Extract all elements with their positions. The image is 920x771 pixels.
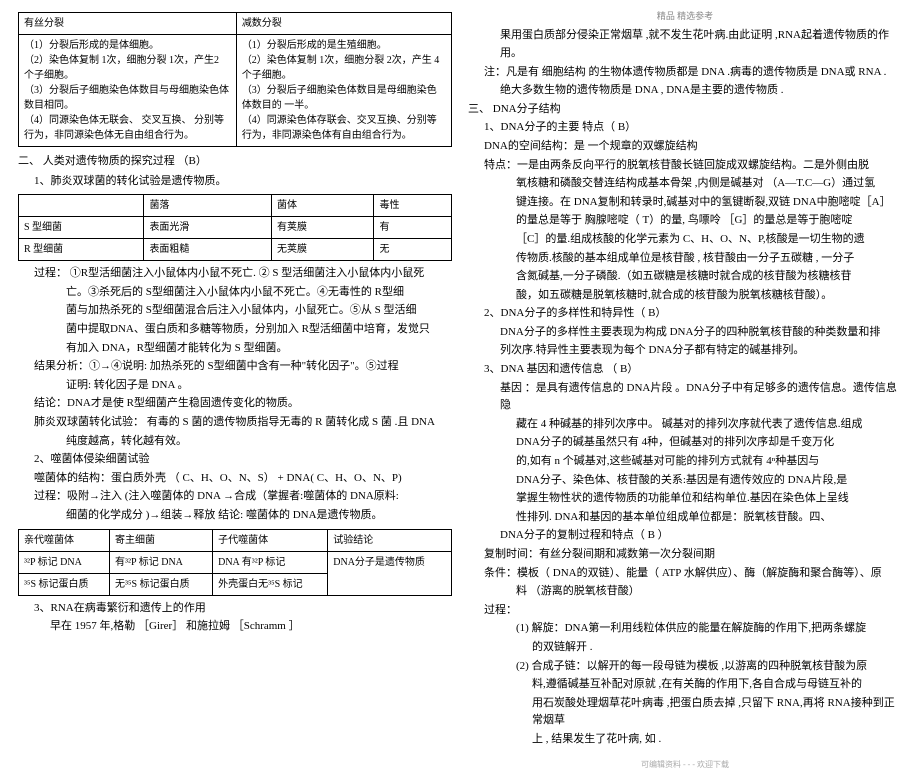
- feat-3: 键连接。在 DNA复制和转录时,碱基对中的氢键断裂,双链 DNA中胞嘧啶［A］: [468, 194, 902, 212]
- lbl-r1c1: 无³⁵S 标记蛋白质: [110, 573, 213, 595]
- item-3-2: 2、DNA分子的多样性和特异性（ B）: [468, 305, 902, 323]
- lbl-r0c2: DNA 有³²P 标记: [213, 551, 328, 573]
- bact-r0c2: 有荚膜: [271, 217, 374, 239]
- lbl-h2: 子代噬菌体: [213, 529, 328, 551]
- gene-7: 性排列. DNA和基因的基本单位组成单位都是：脱氧核苷酸。四、: [468, 509, 902, 527]
- bact-h0: [19, 195, 144, 217]
- comp-header-1: 有丝分裂: [19, 13, 237, 35]
- feat-6: 传物质.核酸的基本组成单位是核苷酸 , 核苷酸由一分子五碳糖 , 一分子: [468, 250, 902, 268]
- dup-8: (2) 合成子链：以解开的每一段母链为模板 ,以游离的四种脱氧核苷酸为原: [468, 658, 902, 676]
- lbl-r0c0: ³²P 标记 DNA: [19, 551, 110, 573]
- dup-5: 过程：: [468, 602, 902, 620]
- phage-2: 过程：吸附→注入 (注入噬菌体的 DNA →合成（掌握者:噬菌体的 DNA原料:: [18, 488, 452, 506]
- bact-r0c3: 有: [374, 217, 452, 239]
- sub-1: DNA的空间结构：是 一个规章的双螺旋结构: [468, 138, 902, 156]
- feat-5: ［C］的量.组成核酸的化学元素为 C、H、O、N、P,核酸是一切生物的遗: [468, 231, 902, 249]
- left-column: 有丝分裂 减数分裂 （1）分裂后形成的是体细胞。 （2）染色体复制 1次，细胞分…: [10, 8, 460, 643]
- item-2-1: 1、肺炎双球菌的转化试验是遗传物质。: [18, 173, 452, 191]
- page-header: 精品 精选参考: [468, 9, 902, 23]
- note-1: 注：凡是有 细胞结构 的生物体遗传物质都是 DNA .病毒的遗传物质是 DNA或…: [468, 64, 902, 82]
- section-3-title: 三、 DNA分子结构: [468, 101, 902, 119]
- bact-r1c2: 无荚膜: [271, 239, 374, 261]
- dup-9: 料,遵循碱基互补配对原就 ,在有关酶的作用下,各自合成与母链互补的: [468, 676, 902, 694]
- right-column: 精品 精选参考 果用蛋白质部分侵染正常烟草 ,就不发生花叶病.由此证明 ,RNA…: [460, 8, 910, 643]
- lbl-r1c2: 外壳蛋白无³⁵S 标记: [213, 573, 328, 595]
- bacteria-table: 菌落 菌体 毒性 S 型细菌 表面光滑 有荚膜 有 R 型细菌 表面粗糙 无荚膜…: [18, 194, 452, 261]
- conclusion: 结论：DNA才是使 R型细菌产生稳固遗传变化的物质。: [18, 395, 452, 413]
- lbl-r1c0: ³⁵S 标记蛋白质: [19, 573, 110, 595]
- dup-1: DNA分子的复制过程和特点（ B ）: [468, 527, 902, 545]
- dup-11: 上 , 结果发生了花叶病, 如 .: [468, 731, 902, 749]
- dup-3: 条件：模板（ DNA的双链）、能量（ ATP 水解供应）、酶（解旋酶和聚合酶等）…: [468, 565, 902, 583]
- gene-3: DNA分子的碱基虽然只有 4种，但碱基对的排列次序却是千变万化: [468, 434, 902, 452]
- item-3-1: 1、DNA分子的主要 特点（ B）: [468, 119, 902, 137]
- bact-r1c0: R 型细菌: [19, 239, 144, 261]
- comp-header-2: 减数分裂: [236, 13, 451, 35]
- note-2: 绝大多数生物的遗传物质是 DNA , DNA是主要的遗传物质 .: [468, 82, 902, 100]
- proc-5: 有加入 DNA，R型细菌才能转化为 S 型细菌。: [18, 340, 452, 358]
- bact-r0c0: S 型细菌: [19, 217, 144, 239]
- dup-6: (1) 解旋：DNA第一利用线粒体供应的能量在解旋酶的作用下,把两条螺旋: [468, 620, 902, 638]
- dup-10: 用石炭酸处理烟草花叶病毒 ,把蛋白质去掉 ,只留下 RNA,再将 RNA接种到正…: [468, 695, 902, 730]
- lbl-h0: 亲代噬菌体: [19, 529, 110, 551]
- label-table: 亲代噬菌体 寄主细菌 子代噬菌体 试验结论 ³²P 标记 DNA 有³²P 标记…: [18, 529, 452, 596]
- supp-2: 纯度越高，转化越有效。: [18, 433, 452, 451]
- lbl-r0c1: 有³²P 标记 DNA: [110, 551, 213, 573]
- lbl-h3: 试验结论: [328, 529, 452, 551]
- phage-3: 细菌的化学成分 )→组装→释放 结论: 噬菌体的 DNA是遗传物质。: [18, 507, 452, 525]
- feat-8: 酸，如五碳糖是脱氧核糖时,就合成的核苷酸为脱氧核糖核苷酸）。: [468, 287, 902, 305]
- bact-r1c1: 表面粗糙: [144, 239, 272, 261]
- proc-3: 菌与加热杀死的 S型细菌混合后注入小鼠体内，小鼠死亡。⑤从 S 型活细: [18, 302, 452, 320]
- result-1: 结果分析：①→④说明: 加热杀死的 S型细菌中含有一种"转化因子"。⑤过程: [18, 358, 452, 376]
- gene-2: 藏在 4 种碱基的排列次序中。 碱基对的排列次序就代表了遗传信息.组成: [468, 416, 902, 434]
- div-1: DNA分子的多样性主要表现为构成 DNA分子的四种脱氧核苷酸的种类数量和排: [468, 324, 902, 342]
- dup-4: 料 （游离的脱氧核苷酸）: [468, 583, 902, 601]
- proc-1: 过程： ①R型活细菌注入小鼠体内小鼠不死亡. ② S 型活细菌注入小鼠体内小鼠死: [18, 265, 452, 283]
- dup-2: 复制时间：有丝分裂间期和减数第一次分裂间期: [468, 546, 902, 564]
- supp-1: 肺炎双球菌转化试验： 有毒的 S 菌的遗传物质指导无毒的 R 菌转化成 S 菌 …: [18, 414, 452, 432]
- div-2: 列次序.特异性主要表现为每个 DNA分子都有特定的碱基排列。: [468, 342, 902, 360]
- gene-5: DNA分子、染色体、核苷酸的关系:基因是有遗传效应的 DNA片段,是: [468, 472, 902, 490]
- rna-1: 早在 1957 年,格勒 ［Girer］ 和施拉姆 ［Schramm ］: [18, 618, 452, 636]
- proc-4: 菌中提取DNA、蛋白质和多糖等物质，分别加入 R型活细菌中培育，发觉只: [18, 321, 452, 339]
- item-3-3: 3、DNA 基因和遗传信息 （ B）: [468, 361, 902, 379]
- proc-2: 亡。③杀死后的 S型细菌注入小鼠体内小鼠不死亡。④无毒性的 R型细: [18, 284, 452, 302]
- item-2-3: 3、RNA在病毒繁衍和遗传上的作用: [18, 600, 452, 618]
- result-2: 证明: 转化因子是 DNA 。: [18, 377, 452, 395]
- cont-1: 果用蛋白质部分侵染正常烟草 ,就不发生花叶病.由此证明 ,RNA起着遗传物质的作…: [468, 27, 902, 62]
- lbl-h1: 寄主细菌: [110, 529, 213, 551]
- feat-7: 含氮碱基,一分子磷酸.（如五碳糖是核糖时就合成的核苷酸为核糖核苷: [468, 268, 902, 286]
- gene-6: 掌握生物性状的遗传物质的功能单位和结构单位.基因在染色体上呈线: [468, 490, 902, 508]
- section-2-title: 二、 人类对遗传物质的探究过程 （B）: [18, 153, 452, 171]
- lbl-r0c3: DNA分子是遗传物质: [328, 551, 452, 595]
- feat-2: 氧核糖和磷酸交替连结构成基本骨架 ,内侧是碱基对 （A—T.C—G）通过氢: [468, 175, 902, 193]
- feat-1: 特点：一是由两条反向平行的脱氧核苷酸长链回旋成双螺旋结构。二是外侧由脱: [468, 157, 902, 175]
- gene-4: 的,如有 n 个碱基对,这些碱基对可能的排列方式就有 4ⁿ种基因与: [468, 453, 902, 471]
- phage-1: 噬菌体的结构：蛋白质外壳 （ C、H、O、N、S） + DNA( C、H、O、N…: [18, 470, 452, 488]
- bact-h1: 菌落: [144, 195, 272, 217]
- bact-h3: 毒性: [374, 195, 452, 217]
- dup-7: 的双链解开 .: [468, 639, 902, 657]
- comparison-table: 有丝分裂 减数分裂 （1）分裂后形成的是体细胞。 （2）染色体复制 1次，细胞分…: [18, 12, 452, 147]
- item-2-2: 2、噬菌体侵染细菌试验: [18, 451, 452, 469]
- bact-r0c1: 表面光滑: [144, 217, 272, 239]
- bact-h2: 菌体: [271, 195, 374, 217]
- bact-r1c3: 无: [374, 239, 452, 261]
- comp-cell-2: （1）分裂后形成的是生殖细胞。 （2）染色体复制 1次，细胞分裂 2次，产生 4…: [236, 35, 451, 147]
- feat-4: 的量总是等于 胸腺嘧啶（ T）的量, 鸟嘌呤 ［G］的量总是等于胞嘧啶: [468, 212, 902, 230]
- footer-note: 可编辑资料 - - - 欢迎下载: [468, 759, 902, 771]
- gene-1: 基因 ：是具有遗传信息的 DNA片段 。DNA分子中有足够多的遗传信息。遗传信息…: [468, 380, 902, 415]
- comp-cell-1: （1）分裂后形成的是体细胞。 （2）染色体复制 1次，细胞分裂 1次，产生2 个…: [19, 35, 237, 147]
